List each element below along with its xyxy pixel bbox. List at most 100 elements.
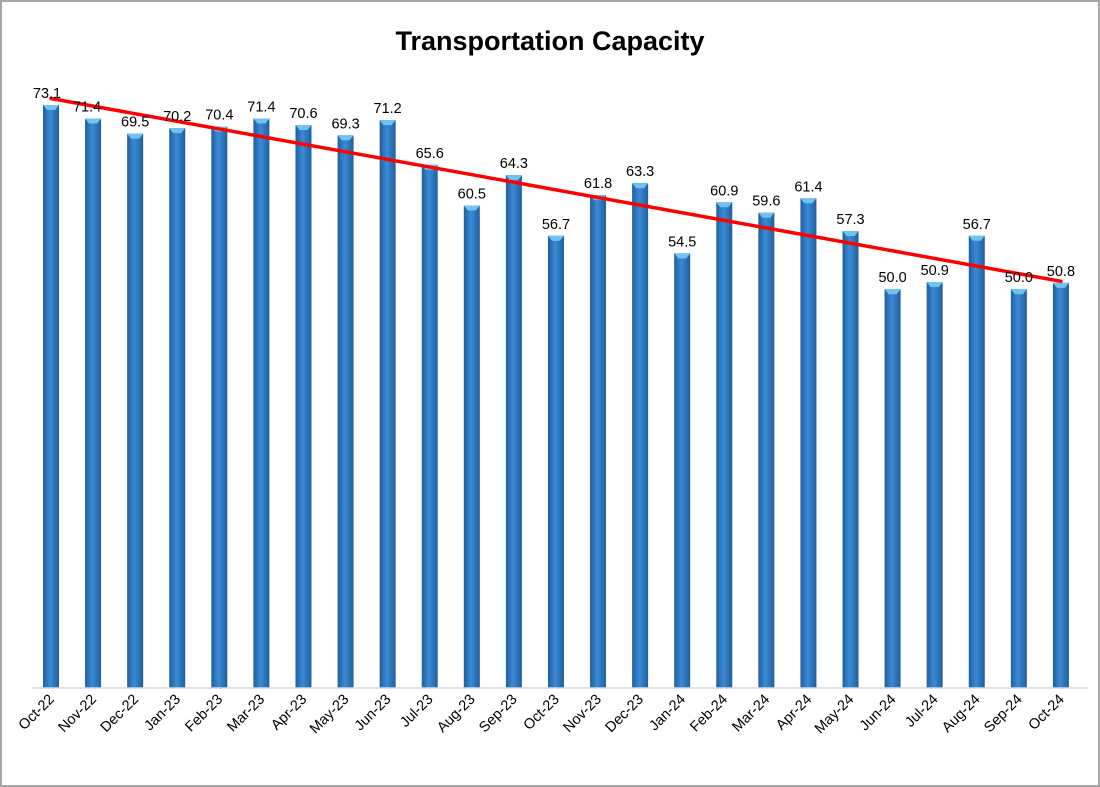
trendline-group [49,96,1063,284]
bar-cap-Dec-23 [632,183,649,189]
x-tick-label-Nov-22: Nov-22 [56,692,100,736]
x-tick-label-Jul-23: Jul-23 [397,692,436,731]
chart-title: Transportation Capacity [395,26,704,56]
bar-Sep-23 [505,175,522,689]
bar-Dec-23 [632,183,649,688]
data-label-Oct-22: 73.1 [33,86,61,102]
x-tick-label-Jul-24: Jul-24 [902,692,941,731]
bar-May-24 [842,231,859,689]
data-label-Jun-23: 71.2 [374,101,402,117]
x-tick-label-Dec-23: Dec-23 [603,692,647,736]
bar-cap-Jan-24 [674,253,691,259]
bar-Mar-23 [253,118,270,689]
bar-cap-Apr-23 [295,124,312,130]
bar-cap-Jun-23 [379,120,396,126]
bar-Jan-24 [674,253,691,689]
data-label-Jan-24: 54.5 [668,234,696,250]
x-tick-label-Aug-24: Aug-24 [939,692,983,736]
bar-Oct-23 [547,235,564,688]
data-label-Jan-23: 70.2 [163,109,191,125]
bar-cap-Apr-24 [800,198,817,204]
data-label-Aug-23: 60.5 [458,186,486,202]
bar-cap-Feb-24 [716,202,733,208]
bar-Aug-24 [968,235,985,688]
x-tick-label-May-23: May-23 [307,692,353,738]
data-label-Sep-24: 50.0 [1005,270,1033,286]
data-label-Feb-23: 70.4 [205,108,233,124]
data-label-May-24: 57.3 [836,212,864,228]
x-tick-label-Jun-24: Jun-24 [857,692,900,735]
x-tick-label-May-24: May-24 [812,692,858,738]
bar-Feb-23 [211,126,228,689]
x-tick-label-Jun-23: Jun-23 [352,692,395,735]
x-tick-label-Oct-24: Oct-24 [1026,692,1068,734]
bar-Oct-22 [43,105,59,688]
bar-Nov-22 [85,118,102,689]
data-label-Jul-24: 50.9 [921,263,949,279]
data-labels-group: 73.1 71.4 69.5 70.2 70.4 71.4 70.6 69.3 71.2 65.6… [33,86,1075,286]
bar-Sep-24 [1010,289,1027,688]
trendline [49,96,1063,284]
x-tick-label-Apr-24: Apr-24 [773,692,815,734]
x-tick-label-Jan-23: Jan-23 [141,692,184,735]
bar-Jun-23 [379,120,396,689]
bar-cap-Oct-23 [547,235,564,241]
data-label-Nov-23: 61.8 [584,176,612,192]
bar-cap-Jan-23 [169,128,186,134]
bar-Jan-23 [169,128,186,688]
x-tick-label-Jan-24: Jan-24 [646,692,689,735]
bar-cap-Sep-23 [505,175,522,181]
bar-cap-May-23 [337,135,354,141]
bar-cap-Nov-22 [85,118,102,124]
data-label-Apr-23: 70.6 [289,106,317,122]
bar-cap-Aug-24 [968,235,985,241]
data-label-Apr-24: 61.4 [794,179,822,195]
bar-cap-Mar-24 [758,212,775,218]
bar-Aug-23 [463,205,480,688]
data-label-Dec-23: 63.3 [626,164,654,180]
x-tick-label-Oct-23: Oct-23 [521,692,563,734]
data-label-Oct-24: 50.8 [1047,264,1075,280]
data-label-Oct-23: 56.7 [542,217,570,233]
bar-cap-Aug-23 [463,205,480,211]
data-label-Jul-23: 65.6 [416,146,444,162]
bar-Mar-24 [758,212,775,688]
bar-Oct-24 [1052,282,1069,688]
x-tick-label-Oct-22: Oct-22 [16,692,58,734]
x-tick-label-Dec-22: Dec-22 [98,692,142,736]
x-tick-label-Aug-23: Aug-23 [434,692,478,736]
bar-Nov-23 [590,195,607,688]
data-label-Mar-23: 71.4 [247,100,275,116]
x-tick-label-Nov-23: Nov-23 [560,692,604,736]
bar-cap-Mar-23 [253,118,270,124]
bar-cap-May-24 [842,231,859,237]
data-label-Sep-23: 64.3 [500,156,528,172]
x-tick-label-Mar-23: Mar-23 [224,692,268,736]
data-label-Feb-24: 60.9 [710,183,738,199]
bar-Feb-24 [716,202,733,688]
data-label-Mar-24: 59.6 [752,194,780,210]
bar-Apr-24 [800,198,817,689]
bar-Dec-22 [127,133,144,688]
bar-cap-Oct-24 [1052,282,1069,288]
bar-cap-Jun-24 [884,289,901,295]
x-tick-label-Feb-24: Feb-24 [687,692,731,736]
x-tick-label-Feb-23: Feb-23 [182,692,226,736]
bar-cap-Dec-22 [127,133,144,139]
data-label-May-23: 69.3 [331,116,359,132]
bar-cap-Sep-24 [1010,289,1027,295]
bars-group [43,105,1069,689]
bar-Jul-24 [926,282,943,688]
data-label-Nov-22: 71.4 [73,100,101,116]
bar-Jul-23 [421,164,438,689]
x-tick-label-Sep-23: Sep-23 [476,692,520,736]
bar-Jun-24 [884,289,901,688]
data-label-Jun-24: 50.0 [878,270,906,286]
x-tick-label-Sep-24: Sep-24 [981,692,1025,736]
data-label-Aug-24: 56.7 [963,217,991,233]
data-label-Dec-22: 69.5 [121,115,149,131]
bar-May-23 [337,135,354,689]
bar-cap-Jul-24 [926,282,943,288]
